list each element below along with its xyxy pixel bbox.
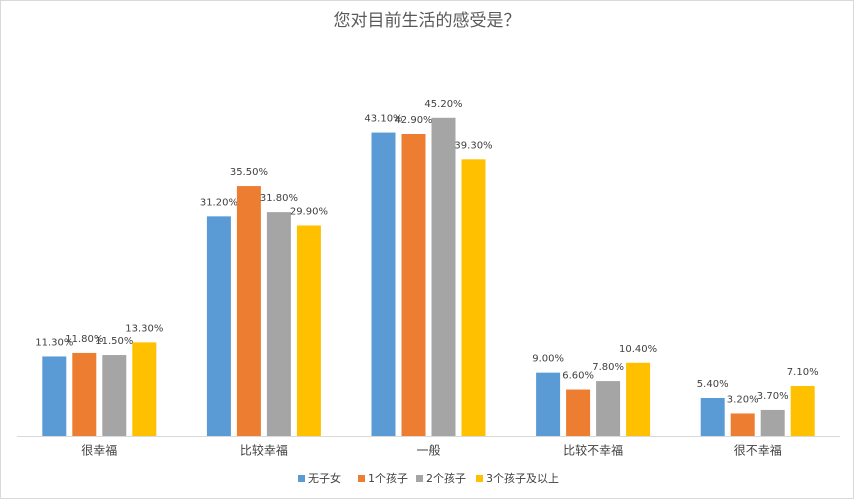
- bar: [700, 397, 725, 436]
- data-label: 45.20%: [424, 99, 462, 110]
- bar: [206, 216, 231, 436]
- bar: [401, 133, 426, 436]
- data-label: 35.50%: [230, 167, 268, 178]
- data-label: 5.40%: [697, 379, 729, 390]
- data-label: 11.80%: [65, 334, 103, 345]
- bar: [730, 413, 755, 436]
- bar: [42, 356, 67, 436]
- data-label: 3.20%: [727, 394, 759, 405]
- bar: [431, 117, 456, 437]
- data-label: 13.30%: [125, 323, 163, 334]
- bar: [566, 389, 591, 436]
- bar: [266, 212, 291, 436]
- data-label: 10.40%: [619, 344, 657, 355]
- data-label: 43.10%: [364, 114, 402, 125]
- x-tick-label: 很不幸福: [734, 443, 782, 458]
- bar: [371, 132, 396, 437]
- data-label: 11.50%: [95, 336, 133, 347]
- x-tick-label: 比较幸福: [240, 443, 288, 458]
- chart-title: 您对目前生活的感受是？: [334, 11, 521, 31]
- legend-label: 2个孩子: [426, 472, 466, 485]
- data-label: 31.80%: [260, 193, 298, 204]
- bar: [461, 159, 486, 436]
- legend-label: 1个孩子: [368, 472, 408, 485]
- bar: [790, 386, 815, 436]
- bar: [626, 362, 651, 436]
- data-label: 6.60%: [562, 371, 594, 382]
- legend-swatch: [476, 475, 483, 482]
- x-tick-label: 比较不幸福: [563, 443, 623, 458]
- data-label: 39.30%: [454, 140, 492, 151]
- data-label: 3.70%: [757, 391, 789, 402]
- x-tick-label: 很幸福: [81, 443, 117, 458]
- legend-swatch: [298, 475, 305, 482]
- bar: [596, 381, 621, 436]
- data-label: 42.90%: [394, 115, 432, 126]
- bar: [236, 186, 261, 436]
- bar: [296, 225, 321, 436]
- data-label: 7.10%: [787, 367, 819, 378]
- data-label: 29.90%: [290, 207, 328, 218]
- bar: [102, 355, 127, 436]
- bar: [536, 372, 561, 436]
- data-label: 9.00%: [532, 354, 564, 365]
- bar: [132, 342, 157, 436]
- bar: [760, 409, 785, 436]
- legend-label: 3个孩子及以上: [486, 472, 559, 485]
- data-label: 7.80%: [592, 362, 624, 373]
- x-tick-label: 一般: [416, 443, 440, 458]
- legend-swatch: [358, 475, 365, 482]
- data-label: 11.30%: [35, 337, 73, 348]
- legend-label: 无子女: [308, 471, 341, 485]
- data-label: 31.20%: [200, 197, 238, 208]
- bar: [72, 352, 97, 436]
- legend-swatch: [416, 475, 423, 482]
